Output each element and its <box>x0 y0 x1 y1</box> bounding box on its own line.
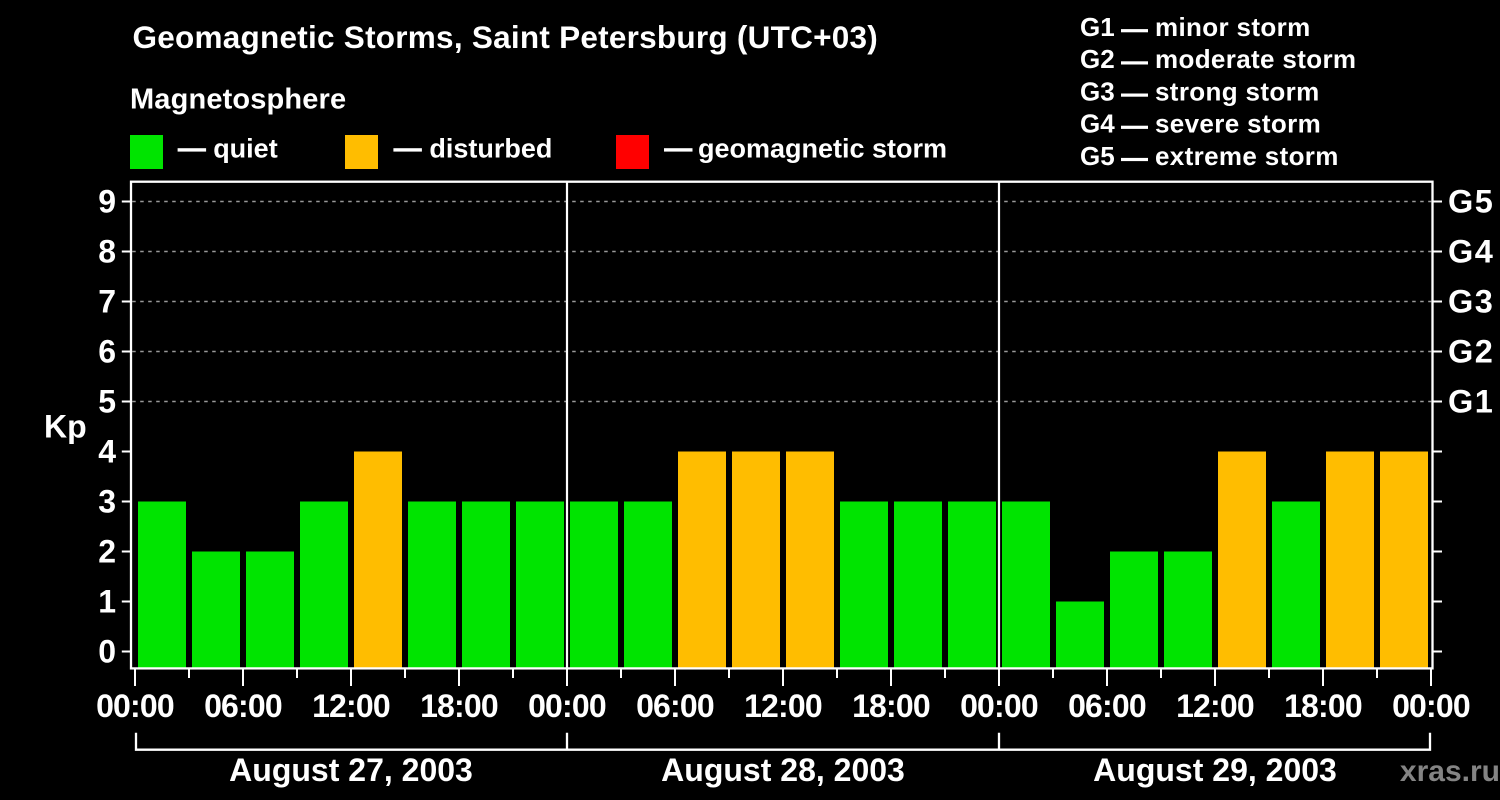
svg-text:9: 9 <box>98 184 116 220</box>
svg-text:severe storm: severe storm <box>1155 109 1321 139</box>
svg-text:00:00: 00:00 <box>96 688 174 724</box>
svg-text:G2: G2 <box>1080 44 1115 74</box>
svg-text:G1: G1 <box>1448 384 1494 420</box>
svg-text:Magnetosphere: Magnetosphere <box>130 84 346 116</box>
svg-text:strong storm: strong storm <box>1155 76 1320 106</box>
svg-text:G3: G3 <box>1080 76 1115 106</box>
svg-text:00:00: 00:00 <box>1392 688 1470 724</box>
svg-text:06:00: 06:00 <box>204 688 282 724</box>
svg-text:12:00: 12:00 <box>312 688 390 724</box>
svg-text:6: 6 <box>98 334 116 370</box>
svg-text:Geomagnetic Storms, Saint Pete: Geomagnetic Storms, Saint Petersburg (UT… <box>133 19 879 55</box>
svg-text:18:00: 18:00 <box>852 688 930 724</box>
svg-text:extreme storm: extreme storm <box>1155 141 1339 171</box>
svg-text:1: 1 <box>98 584 116 620</box>
svg-text:18:00: 18:00 <box>1284 688 1362 724</box>
svg-text:Kp: Kp <box>44 409 87 445</box>
svg-text:G4: G4 <box>1080 109 1115 139</box>
svg-text:August 27, 2003: August 27, 2003 <box>229 752 473 788</box>
svg-text:12:00: 12:00 <box>744 688 822 724</box>
svg-text:August 28, 2003: August 28, 2003 <box>661 752 905 788</box>
svg-text:8: 8 <box>98 234 116 270</box>
svg-text:2: 2 <box>98 534 116 570</box>
svg-text:G2: G2 <box>1448 334 1494 370</box>
svg-text:G5: G5 <box>1080 141 1115 171</box>
svg-text:geomagnetic storm: geomagnetic storm <box>698 134 947 164</box>
svg-text:0: 0 <box>98 634 116 670</box>
svg-text:G1: G1 <box>1080 12 1115 42</box>
svg-text:3: 3 <box>98 484 116 520</box>
svg-text:5: 5 <box>98 384 116 420</box>
svg-text:G4: G4 <box>1448 234 1494 270</box>
svg-text:August 29, 2003: August 29, 2003 <box>1093 752 1337 788</box>
svg-text:00:00: 00:00 <box>528 688 606 724</box>
svg-text:quiet: quiet <box>213 134 278 164</box>
svg-text:06:00: 06:00 <box>636 688 714 724</box>
svg-text:G5: G5 <box>1448 184 1494 220</box>
svg-text:G3: G3 <box>1448 284 1494 320</box>
svg-text:18:00: 18:00 <box>420 688 498 724</box>
svg-text:7: 7 <box>98 284 116 320</box>
svg-text:minor storm: minor storm <box>1155 12 1311 42</box>
svg-text:12:00: 12:00 <box>1176 688 1254 724</box>
svg-text:06:00: 06:00 <box>1068 688 1146 724</box>
svg-text:xras.ru: xras.ru <box>1400 755 1500 788</box>
svg-text:4: 4 <box>98 434 116 470</box>
svg-text:moderate storm: moderate storm <box>1155 44 1356 74</box>
svg-text:disturbed: disturbed <box>429 134 552 164</box>
svg-text:00:00: 00:00 <box>960 688 1038 724</box>
